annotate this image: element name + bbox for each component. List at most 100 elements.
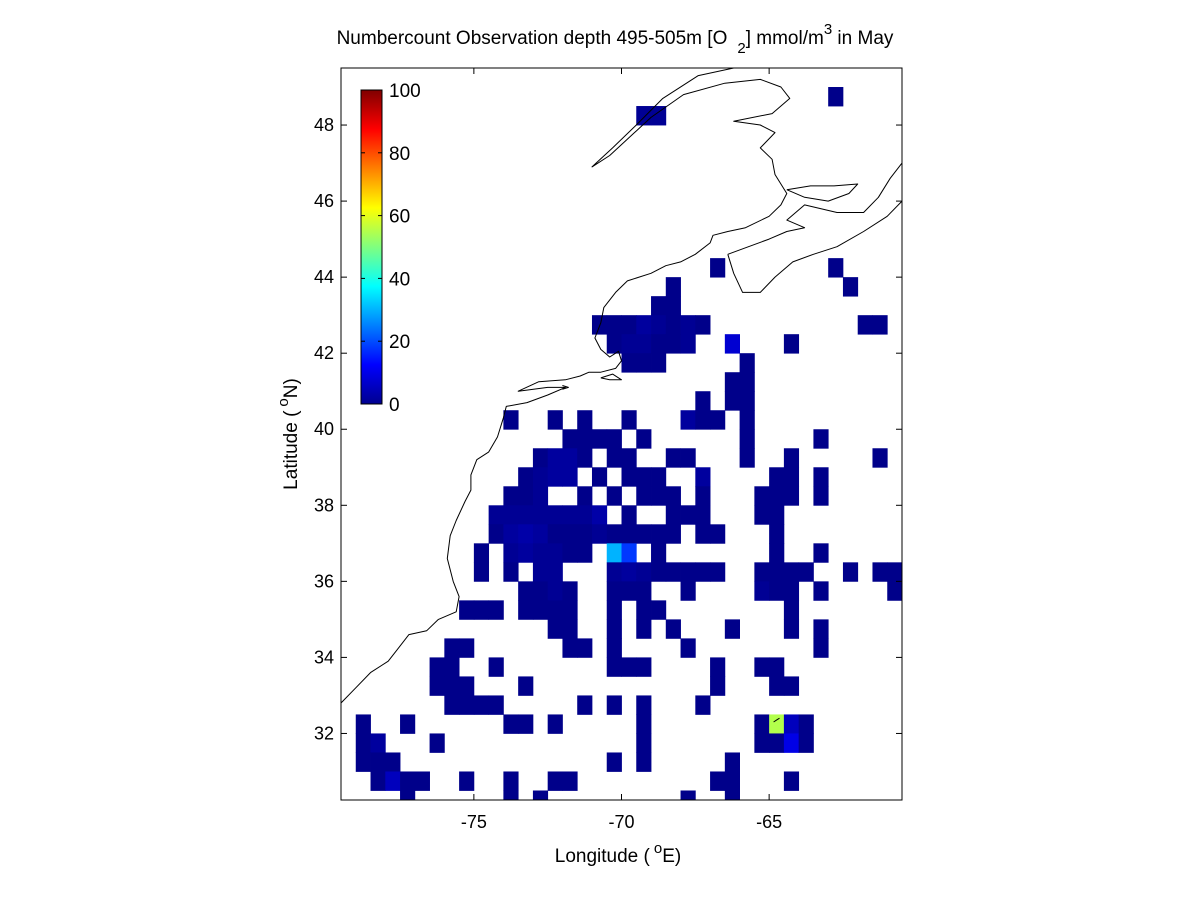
heatmap-cell <box>488 505 504 525</box>
heatmap-cell <box>828 258 844 278</box>
heatmap-cell <box>636 315 652 335</box>
heatmap-cell <box>695 315 711 335</box>
heatmap-cell <box>783 600 800 620</box>
colorbar: 0 20 40 60 80 100 <box>360 81 421 416</box>
heatmap-cell <box>754 714 770 734</box>
heatmap-cell <box>473 562 490 582</box>
heatmap-cell <box>459 600 475 620</box>
heatmap-cell <box>665 448 681 468</box>
heatmap-cell <box>724 790 740 800</box>
heatmap-cell <box>400 790 416 800</box>
heatmap-cell <box>400 771 416 791</box>
heatmap-cell <box>813 486 829 506</box>
y-tick-label: 36 <box>314 571 334 591</box>
heatmap-cell <box>577 524 593 544</box>
heatmap-cell <box>710 771 726 791</box>
heatmap-cell <box>577 695 593 715</box>
heatmap-cell <box>532 543 549 563</box>
heatmap-cell <box>503 771 519 791</box>
y-tick-label: 42 <box>314 343 334 363</box>
heatmap-cell <box>562 619 578 639</box>
chart-title: Numbercount Observation depth 495-505m [… <box>337 21 894 57</box>
heatmap-cell <box>562 543 578 563</box>
heatmap-cell <box>754 562 770 582</box>
heatmap-cell <box>355 714 371 734</box>
heatmap-cell <box>710 676 726 696</box>
heatmap-cell <box>651 486 667 506</box>
heatmap-cell <box>562 600 578 620</box>
heatmap-cell <box>710 562 726 582</box>
heatmap-cell <box>562 638 578 658</box>
heatmap-cell <box>518 486 534 506</box>
heatmap-cell <box>547 505 563 525</box>
heatmap-cell <box>695 391 711 411</box>
colorbar-tick-label: 100 <box>389 81 421 102</box>
heatmap-cell <box>414 771 430 791</box>
heatmap-cell <box>739 429 755 449</box>
heatmap-cell <box>813 638 829 658</box>
heatmap-cell <box>532 448 549 468</box>
heatmap-cell <box>695 410 711 430</box>
heatmap-cell <box>562 429 578 449</box>
heatmap-cell <box>813 619 829 639</box>
heatmap-cell <box>518 581 534 601</box>
heatmap-cell <box>724 619 740 639</box>
heatmap-cell <box>887 562 902 582</box>
heatmap-cell <box>813 467 829 487</box>
heatmap-cell <box>724 752 740 772</box>
y-axis-label: Latitude (oN) <box>275 378 302 490</box>
heatmap-cell <box>606 581 622 601</box>
heatmap-cell <box>562 505 578 525</box>
heatmap-cell <box>857 315 873 335</box>
heatmap-cell <box>621 334 637 354</box>
heatmap-cell <box>769 543 785 563</box>
heatmap-cell <box>636 334 652 354</box>
heatmap-cell <box>636 695 652 715</box>
heatmap-cell <box>547 543 563 563</box>
heatmap-cell <box>606 562 622 582</box>
heatmap-cell <box>783 733 800 753</box>
heatmap-cell <box>769 524 785 544</box>
heatmap-cell <box>636 429 652 449</box>
heatmap-cell <box>503 524 519 544</box>
heatmap-cell <box>872 448 888 468</box>
heatmap-cell <box>754 505 770 525</box>
heatmap-cell <box>636 657 652 677</box>
heatmap-cell <box>651 600 667 620</box>
heatmap-cell <box>488 657 504 677</box>
heatmap-cell <box>577 543 593 563</box>
heatmap-cell <box>783 714 800 734</box>
heatmap-cell <box>769 562 785 582</box>
colorbar-tick-label: 40 <box>389 269 410 290</box>
heatmap-cell <box>783 771 800 791</box>
heatmap-cell <box>621 524 637 544</box>
x-tick-label: -65 <box>756 812 782 832</box>
heatmap-cell <box>636 600 652 620</box>
heatmap-cell <box>621 581 637 601</box>
heatmap-cell <box>754 486 770 506</box>
heatmap-cell <box>503 410 519 430</box>
heatmap-cell <box>621 448 637 468</box>
heatmap-cell <box>636 562 652 582</box>
heatmap-cell <box>503 505 519 525</box>
heatmap-cell <box>680 410 696 430</box>
heatmap-cell <box>355 733 371 753</box>
heatmap-cell <box>754 657 770 677</box>
heatmap-cell <box>621 315 637 335</box>
heatmap-cell <box>724 334 740 354</box>
coastline <box>341 68 791 704</box>
heatmap-cell <box>695 505 711 525</box>
heatmap-cell <box>503 562 519 582</box>
heatmap-cell <box>370 733 386 753</box>
heatmap-cell <box>636 714 652 734</box>
heatmap-cell <box>636 619 652 639</box>
heatmap-cell <box>518 543 534 563</box>
heatmap-cell <box>680 315 696 335</box>
heatmap-cell <box>606 543 622 563</box>
heatmap-cell <box>710 657 726 677</box>
heatmap-cell <box>665 505 681 525</box>
heatmap-cell <box>547 410 563 430</box>
heatmap-cell <box>518 714 534 734</box>
heatmap-cell <box>651 106 667 126</box>
x-axis: -75 -70 -65 <box>461 68 782 832</box>
